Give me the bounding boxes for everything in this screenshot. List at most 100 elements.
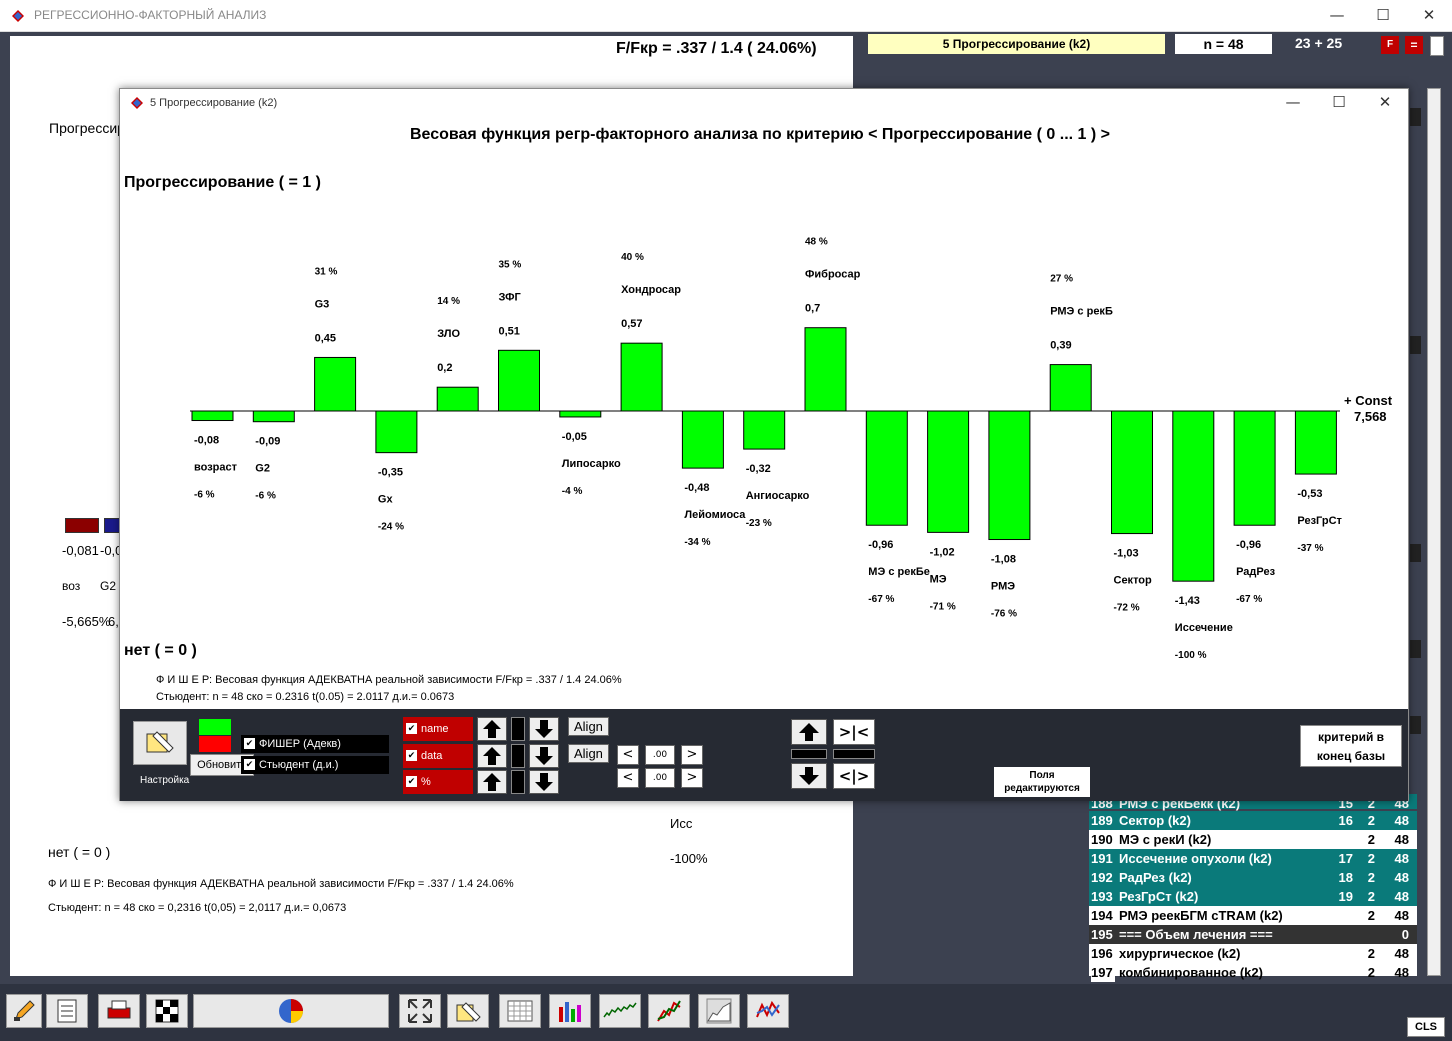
chart-bar[interactable] xyxy=(436,386,479,412)
label-toggle-checkbox[interactable]: ✔ xyxy=(406,750,417,761)
widen-button[interactable]: <|> xyxy=(833,763,875,789)
criteria-list-item[interactable]: 192 РадРез (k2) 18 2 48 xyxy=(1089,868,1417,887)
expand-tool-button[interactable] xyxy=(399,994,441,1028)
bar-value-label: -1,43 xyxy=(1175,595,1200,607)
criteria-list-item[interactable]: 196 хирургическое (k2) 2 48 xyxy=(1089,944,1417,963)
dialog-maximize-button[interactable]: ☐ xyxy=(1332,93,1346,111)
criteria-list-item[interactable]: 191 Иссечение опухоли (k2) 17 2 48 xyxy=(1089,849,1417,868)
chart-bar[interactable] xyxy=(1111,410,1153,535)
settings-tool-button[interactable] xyxy=(447,994,489,1028)
fisher-checkbox-row[interactable]: ✔ ФИШЕР (Адекв) xyxy=(241,735,389,753)
criteria-list-item[interactable]: 197 комбинированное (k2) 2 48 xyxy=(1089,963,1417,982)
close-button[interactable]: ✕ xyxy=(1422,6,1436,24)
student-checkbox[interactable]: ✔ xyxy=(244,759,255,770)
chart-bar[interactable] xyxy=(559,410,602,418)
chart-bar[interactable] xyxy=(620,342,663,412)
label-down-button[interactable] xyxy=(529,770,559,794)
label-toggle-checkbox[interactable]: ✔ xyxy=(406,776,417,787)
dialog-minimize-button[interactable]: — xyxy=(1285,93,1301,111)
label-toggle-text: name xyxy=(421,723,449,735)
series-chart-button[interactable] xyxy=(599,994,641,1028)
chart-bar[interactable] xyxy=(681,410,724,469)
decrease-button-1[interactable]: < xyxy=(617,745,639,765)
f-button[interactable]: F xyxy=(1381,36,1399,54)
row-col3: 48 xyxy=(1394,965,1409,980)
pie-chart-button[interactable] xyxy=(193,994,389,1028)
chart-bar[interactable] xyxy=(927,410,970,533)
increase-button-2[interactable]: > xyxy=(681,768,703,788)
label-up-button[interactable] xyxy=(477,717,507,741)
criteria-list-item[interactable]: 195 === Объем лечения === 0 xyxy=(1089,925,1417,944)
table-tool-button[interactable] xyxy=(499,994,541,1028)
red-swatch[interactable] xyxy=(199,736,231,752)
label-down-button[interactable] xyxy=(529,717,559,741)
chart-bar[interactable] xyxy=(191,410,234,422)
chart-bar[interactable] xyxy=(375,410,418,454)
maximize-button[interactable]: ☐ xyxy=(1376,6,1390,24)
multi-chart-button[interactable] xyxy=(747,994,789,1028)
bar-percent-label: -23 % xyxy=(746,518,772,529)
label-toggle-row[interactable]: ✔% xyxy=(403,770,473,794)
bar-chart-button[interactable] xyxy=(549,994,591,1028)
label-toggle-checkbox[interactable]: ✔ xyxy=(406,723,417,734)
arrow-up-icon xyxy=(483,773,501,791)
line-chart-button[interactable] xyxy=(648,994,690,1028)
dialog-title: 5 Прогрессирование (k2) xyxy=(150,97,278,109)
chart-bar[interactable] xyxy=(252,410,295,423)
chart-bar[interactable] xyxy=(1172,410,1215,582)
align-button-1[interactable]: Align xyxy=(568,717,609,736)
student-checkbox-row[interactable]: ✔ Стьюдент (д.и.) xyxy=(241,756,389,774)
dialog-close-button[interactable]: ✕ xyxy=(1378,93,1392,111)
minimize-button[interactable]: — xyxy=(1329,6,1345,24)
label-down-button[interactable] xyxy=(529,744,559,768)
bar-category-label: G2 xyxy=(255,463,270,475)
print-tool-button[interactable] xyxy=(98,994,140,1028)
bar-value-label: -0,09 xyxy=(255,436,280,448)
move-down-button[interactable] xyxy=(791,763,827,789)
chart-bar[interactable] xyxy=(1233,410,1276,526)
expand-icon xyxy=(408,999,432,1023)
narrow-button[interactable]: >|< xyxy=(833,719,875,745)
criteria-list-item[interactable]: 189 Сектор (k2) 16 2 48 xyxy=(1089,811,1417,830)
area-chart-icon xyxy=(706,998,732,1024)
bar-percent-label: -71 % xyxy=(930,601,956,612)
cls-button[interactable]: CLS xyxy=(1407,1017,1445,1037)
document-tool-button[interactable] xyxy=(46,994,88,1028)
chart-bar[interactable] xyxy=(988,410,1031,541)
decimals-field-1[interactable]: .00 xyxy=(645,745,675,765)
decimals-field-2[interactable]: .00 xyxy=(645,768,675,788)
bar-category-label: РМЭ с рекБ xyxy=(1050,306,1113,318)
right-scrollbar[interactable] xyxy=(1427,88,1441,1029)
label-up-button[interactable] xyxy=(477,744,507,768)
criteria-list-item[interactable]: 194 РМЭ реекБГМ сTRAM (k2) 2 48 xyxy=(1089,906,1417,925)
criterion-to-end-button[interactable]: критерий в конец базы xyxy=(1300,725,1402,767)
chart-bar[interactable] xyxy=(865,410,908,526)
chart-bar[interactable] xyxy=(314,356,357,412)
pencil-tool-button[interactable] xyxy=(6,994,42,1028)
chart-bar[interactable] xyxy=(1294,410,1337,475)
green-swatch[interactable] xyxy=(199,719,231,735)
fisher-checkbox[interactable]: ✔ xyxy=(244,738,255,749)
bar-category-label: ЗФГ xyxy=(499,291,522,303)
chart-bar[interactable] xyxy=(498,349,540,412)
decrease-button-2[interactable]: < xyxy=(617,768,639,788)
bar-value-label: -0,32 xyxy=(746,463,771,475)
label-toggle-row[interactable]: ✔ name xyxy=(403,717,473,741)
move-up-button[interactable] xyxy=(791,719,827,745)
settings-button[interactable] xyxy=(133,721,187,765)
area-chart-button[interactable] xyxy=(698,994,740,1028)
align-button-2[interactable]: Align xyxy=(568,744,609,763)
criteria-list-item[interactable]: 193 РезГрСт (k2) 19 2 48 xyxy=(1089,887,1417,906)
criteria-list-item[interactable]: 190 МЭ с рекИ (k2) 2 48 xyxy=(1089,830,1417,849)
label-toggle-row[interactable]: ✔ data xyxy=(403,744,473,768)
chart-bar[interactable] xyxy=(804,327,847,412)
equals-button[interactable]: = xyxy=(1405,36,1423,54)
bar-value-label: -0,08 xyxy=(194,435,219,447)
row-col1: 19 xyxy=(1338,889,1353,904)
grid-tool-button[interactable] xyxy=(146,994,188,1028)
chart-bar[interactable] xyxy=(1049,364,1092,412)
bar-percent-label: 31 % xyxy=(315,266,338,277)
label-up-button[interactable] xyxy=(477,770,507,794)
chart-bar[interactable] xyxy=(743,410,786,450)
increase-button-1[interactable]: > xyxy=(681,745,703,765)
